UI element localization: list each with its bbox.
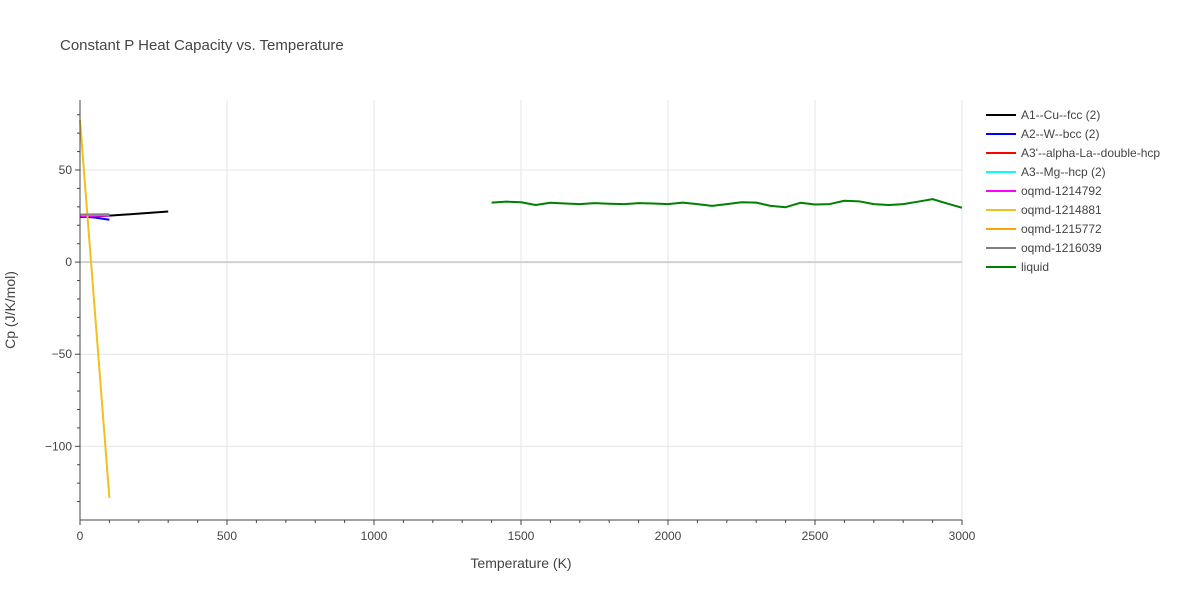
legend-label: A3--Mg--hcp (2) <box>1021 165 1106 179</box>
y-axis-label: Cp (J/K/mol) <box>2 271 18 349</box>
y-tick-label: −100 <box>45 439 72 453</box>
y-axis-ticks: −100 −50 0 50 <box>45 115 80 502</box>
x-tick-label: 3000 <box>949 529 976 543</box>
legend-item-oqmd-1214881[interactable]: oqmd-1214881 <box>986 203 1102 217</box>
legend-label: oqmd-1214792 <box>1021 184 1102 198</box>
legend-item-a3-alpha-la-double-hcp[interactable]: A3'--alpha-La--double-hcp <box>986 146 1160 160</box>
x-tick-label: 2000 <box>655 529 682 543</box>
legend-label: liquid <box>1021 260 1049 274</box>
legend-item-a1-cu-fcc-2[interactable]: A1--Cu--fcc (2) <box>986 108 1100 122</box>
chart-title: Constant P Heat Capacity vs. Temperature <box>60 37 344 54</box>
legend-item-a3-mg-hcp-2[interactable]: A3--Mg--hcp (2) <box>986 165 1106 179</box>
x-tick-label: 1500 <box>508 529 535 543</box>
legend-item-oqmd-1214792[interactable]: oqmd-1214792 <box>986 184 1102 198</box>
y-tick-label: 0 <box>65 255 72 269</box>
legend-label: A3'--alpha-La--double-hcp <box>1021 146 1160 160</box>
y-tick-label: −50 <box>52 347 73 361</box>
x-tick-label: 500 <box>217 529 237 543</box>
x-axis-ticks: 0 500 1000 1500 2000 2500 3000 <box>77 520 976 543</box>
x-tick-label: 0 <box>77 529 84 543</box>
legend-label: oqmd-1215772 <box>1021 222 1102 236</box>
x-tick-label: 1000 <box>361 529 388 543</box>
legend-item-liquid[interactable]: liquid <box>986 260 1049 274</box>
legend-label: oqmd-1216039 <box>1021 241 1102 255</box>
legend-label: A2--W--bcc (2) <box>1021 127 1099 141</box>
y-tick-label: 50 <box>59 163 73 177</box>
legend: A1--Cu--fcc (2) A2--W--bcc (2) A3'--alpha-… <box>986 108 1160 274</box>
legend-label: oqmd-1214881 <box>1021 203 1102 217</box>
legend-item-oqmd-1215772[interactable]: oqmd-1215772 <box>986 222 1102 236</box>
legend-label: A1--Cu--fcc (2) <box>1021 108 1100 122</box>
x-tick-label: 2500 <box>802 529 829 543</box>
legend-item-oqmd-1216039[interactable]: oqmd-1216039 <box>986 241 1102 255</box>
series-line-liquid <box>492 199 962 208</box>
x-axis-label: Temperature (K) <box>470 555 571 571</box>
legend-item-a2-w-bcc-2[interactable]: A2--W--bcc (2) <box>986 127 1099 141</box>
gridlines <box>80 100 962 520</box>
series-line-oqmd-1214881 <box>80 120 109 498</box>
